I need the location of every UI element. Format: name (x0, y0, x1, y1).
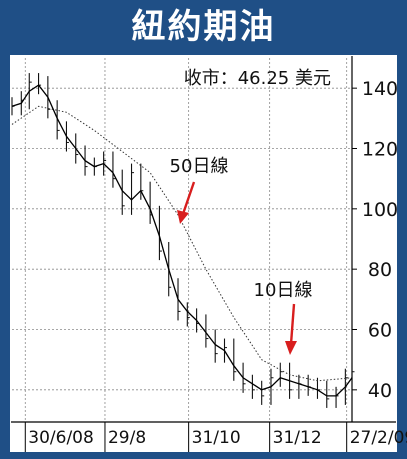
arrow-ma50-shaft (181, 181, 196, 215)
x-tick-labels: 30/6/08 29/8 31/10 31/12 27/2/09 (24, 422, 407, 452)
x-tick-label: 31/12 (273, 428, 322, 448)
chart-panel (10, 55, 397, 452)
y-tick-label: 100 (362, 199, 398, 221)
arrow-ma50-head (177, 210, 189, 224)
annotation-ma10: 10日線 (254, 280, 313, 301)
y-tick-label: 40 (368, 380, 392, 402)
x-tick-label: 31/10 (192, 428, 241, 448)
ma50-line (11, 105, 353, 382)
y-tick-label: 60 (368, 320, 392, 342)
x-tick-label: 30/6/08 (28, 428, 94, 448)
annotation-ma50: 50日線 (170, 156, 229, 177)
arrow-ma10-shaft (289, 303, 296, 345)
price-label: 收市：46.25 美元 (184, 68, 331, 89)
gridlines (12, 58, 352, 420)
x-tick-label: 29/8 (108, 428, 146, 448)
arrow-ma10-head (285, 341, 297, 355)
x-tick-label: 27/2/09 (350, 428, 407, 448)
y-tick-label: 80 (368, 259, 392, 281)
chart-title: 紐約期油 (131, 6, 276, 47)
ma10-line (11, 84, 353, 397)
y-tick-label: 140 (362, 78, 398, 100)
y-tick-labels: 40 60 80 100 120 140 (352, 78, 398, 402)
y-tick-label: 120 (362, 139, 398, 161)
